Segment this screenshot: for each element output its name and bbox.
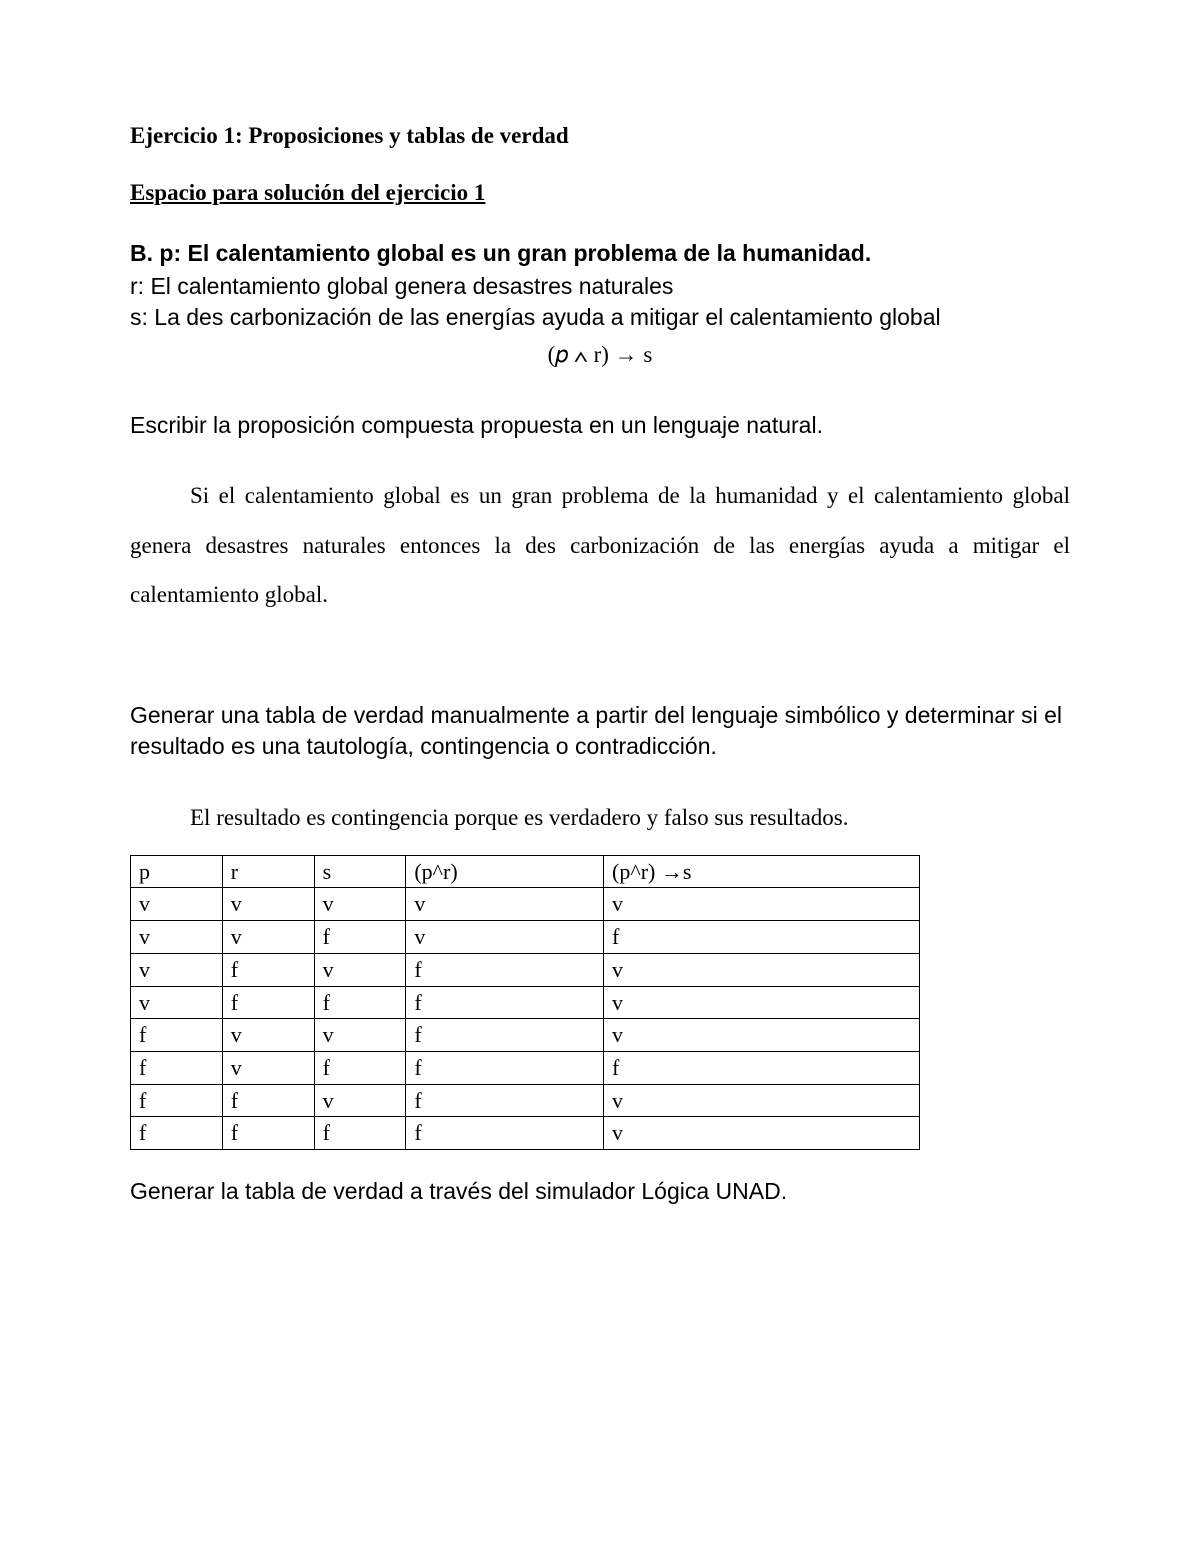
table-header-row: p r s (p^r) (p^r) →s (131, 855, 920, 888)
table-cell: v (604, 1084, 920, 1117)
table-row: f f v f v (131, 1084, 920, 1117)
table-cell: f (314, 1117, 406, 1150)
table-cell: f (131, 1019, 223, 1052)
table-cell: v (604, 1117, 920, 1150)
table-cell: v (314, 953, 406, 986)
table-header-cell: (p^r) →s (604, 855, 920, 888)
exercise-title: Ejercicio 1: Proposiciones y tablas de v… (130, 120, 1070, 151)
table-cell: f (406, 1117, 604, 1150)
table-cell: f (314, 1051, 406, 1084)
table-cell: v (604, 1019, 920, 1052)
table-cell: v (314, 1084, 406, 1117)
table-cell: f (406, 1051, 604, 1084)
table-row: f f f f v (131, 1117, 920, 1150)
document-page: Ejercicio 1: Proposiciones y tablas de v… (0, 0, 1200, 1553)
logical-formula: (𝑝 ∧ r) → s (130, 339, 1070, 370)
table-cell: v (131, 888, 223, 921)
proposition-s: s: La des carbonización de las energías … (130, 302, 1070, 333)
table-cell: f (406, 1084, 604, 1117)
table-cell: f (406, 1019, 604, 1052)
table-cell: f (406, 953, 604, 986)
table-header-cell: r (222, 855, 314, 888)
table-row: v v v v v (131, 888, 920, 921)
table-row: f v f f f (131, 1051, 920, 1084)
table-cell: f (604, 1051, 920, 1084)
table-header-cell: (p^r) (406, 855, 604, 888)
table-cell: v (131, 921, 223, 954)
answer-1-text: Si el calentamiento global es un gran pr… (130, 483, 1070, 607)
result-statement: El resultado es contingencia porque es v… (190, 802, 1070, 833)
table-cell: v (604, 986, 920, 1019)
table-cell: v (222, 921, 314, 954)
table-cell: v (222, 1051, 314, 1084)
proposition-p: B. p: El calentamiento global es un gran… (130, 238, 1070, 269)
table-cell: v (314, 1019, 406, 1052)
table-cell: f (222, 1117, 314, 1150)
table-cell: f (222, 986, 314, 1019)
table-cell: v (131, 986, 223, 1019)
table-cell: f (131, 1084, 223, 1117)
table-cell: v (222, 888, 314, 921)
table-cell: v (131, 953, 223, 986)
table-cell: f (406, 986, 604, 1019)
table-cell: f (314, 986, 406, 1019)
task-1: Escribir la proposición compuesta propue… (130, 410, 1070, 441)
table-header-cell: s (314, 855, 406, 888)
table-cell: f (222, 953, 314, 986)
task-2: Generar una tabla de verdad manualmente … (130, 700, 1070, 762)
table-cell: f (131, 1117, 223, 1150)
truth-table: p r s (p^r) (p^r) →s v v v v v v v f v f… (130, 855, 920, 1150)
table-cell: v (604, 953, 920, 986)
table-cell: v (604, 888, 920, 921)
section-b-label: B. p: (130, 240, 188, 266)
table-cell: f (222, 1084, 314, 1117)
table-row: v f v f v (131, 953, 920, 986)
table-cell: v (406, 921, 604, 954)
table-cell: f (604, 921, 920, 954)
table-row: v f f f v (131, 986, 920, 1019)
table-cell: v (406, 888, 604, 921)
table-cell: f (131, 1051, 223, 1084)
table-cell: f (314, 921, 406, 954)
table-row: v v f v f (131, 921, 920, 954)
exercise-subtitle: Espacio para solución del ejercicio 1 (130, 177, 1070, 208)
table-cell: v (222, 1019, 314, 1052)
task-3: Generar la tabla de verdad a través del … (130, 1176, 1070, 1207)
answer-1: Si el calentamiento global es un gran pr… (130, 471, 1070, 619)
proposition-r: r: El calentamiento global genera desast… (130, 271, 1070, 302)
p-definition-text: El calentamiento global es un gran probl… (188, 240, 872, 266)
table-cell: v (314, 888, 406, 921)
table-header-cell: p (131, 855, 223, 888)
table-row: f v v f v (131, 1019, 920, 1052)
